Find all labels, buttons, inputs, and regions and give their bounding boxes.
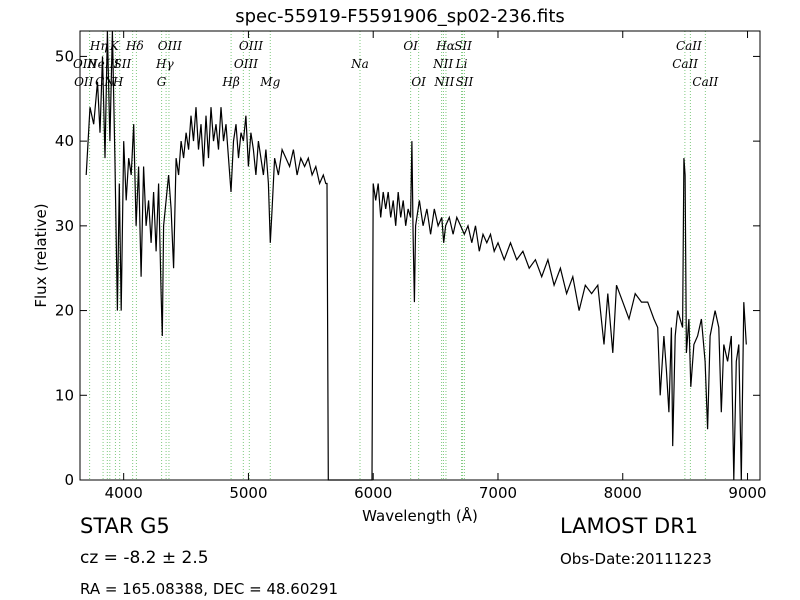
spectral-line-label: OI [403, 39, 418, 53]
coordinates-label: RA = 165.08388, DEC = 48.60291 [80, 580, 339, 598]
spectral-line-label: CaII [672, 57, 698, 71]
x-tick-label: 5000 [229, 484, 267, 502]
spectral-line-label: Hη [89, 39, 108, 53]
spectral-line-label: Hα [435, 39, 455, 53]
spectral-line-label: K [109, 39, 120, 53]
y-tick-label: 0 [64, 471, 74, 489]
plot-frame [79, 30, 761, 481]
obs-date-label: Obs-Date:20111223 [560, 550, 712, 568]
spectral-line-label: Mg [259, 75, 280, 89]
spectral-line-label: OIII [73, 57, 97, 71]
spectral-line-label: CaII [676, 39, 702, 53]
spectral-line-label: Na [350, 57, 369, 71]
spectral-line-label: Hδ [125, 39, 144, 53]
y-axis-label: Flux (relative) [32, 203, 50, 307]
y-tick-label: 50 [55, 47, 74, 65]
chart-title: spec-55919-F5591906_sp02-236.fits [235, 6, 565, 27]
spectral-line-label: NII [433, 75, 454, 89]
spectral-line-label: G [157, 75, 167, 89]
y-tick-label: 20 [55, 302, 74, 320]
spectral-line-label: SII [456, 75, 474, 89]
redshift-label: cz = -8.2 ± 2.5 [80, 548, 209, 568]
spectral-line-label: Hβ [221, 75, 239, 89]
spectral-line-label: OII [74, 75, 94, 89]
spectral-line-label: CN [95, 75, 115, 89]
spectral-line-label: CaII [692, 75, 718, 89]
y-tick-label: 40 [55, 132, 74, 150]
x-tick-label: 8000 [604, 484, 642, 502]
x-tick-label: 7000 [479, 484, 517, 502]
spectral-line-label: OIII [158, 39, 182, 53]
spectrum-line [85, 30, 747, 481]
y-tick-label: 30 [55, 217, 74, 235]
spectral-line-label: Hγ [155, 57, 174, 71]
object-class-label: STAR G5 [80, 514, 170, 538]
x-tick-label: 4000 [105, 484, 143, 502]
spectral-line-label: Li [455, 57, 468, 71]
spectral-line-label: SII [454, 39, 472, 53]
spectral-line-label: SII [114, 57, 132, 71]
y-tick-label: 10 [55, 386, 74, 404]
spectral-line-label: H [112, 75, 124, 89]
spectral-line-label: OIII [239, 39, 263, 53]
x-tick-label: 6000 [354, 484, 392, 502]
spectral-line-label: OIII [234, 57, 258, 71]
x-tick-label: 9000 [728, 484, 766, 502]
spectral-line-label: OI [411, 75, 426, 89]
x-axis-label: Wavelength (Å) [362, 506, 478, 525]
survey-label: LAMOST DR1 [560, 514, 699, 538]
spectral-line-label: NII [432, 57, 453, 71]
